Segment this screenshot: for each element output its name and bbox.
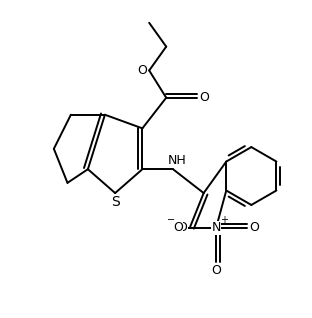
Text: S: S: [111, 195, 119, 209]
Text: O: O: [211, 264, 221, 277]
Text: NH: NH: [168, 154, 187, 167]
Text: O: O: [137, 64, 147, 77]
Text: O: O: [178, 221, 188, 234]
Text: −: −: [167, 216, 175, 225]
Text: O: O: [173, 221, 183, 234]
Text: O: O: [249, 221, 259, 234]
Text: N: N: [211, 221, 221, 234]
Text: O: O: [199, 91, 209, 104]
Text: +: +: [220, 216, 227, 225]
